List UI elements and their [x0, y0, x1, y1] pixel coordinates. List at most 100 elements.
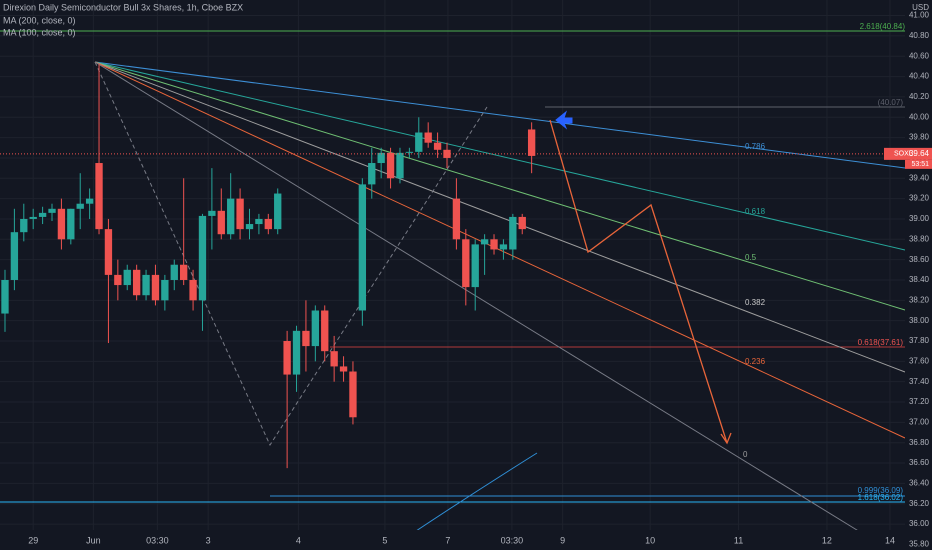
y-tick-label: 38.40 [909, 275, 930, 284]
fan-line [94, 61, 906, 311]
candle-body [245, 224, 254, 230]
arrow-head [720, 432, 732, 445]
y-tick-label: 39.00 [909, 214, 930, 223]
y-tick-label: 38.20 [909, 295, 930, 304]
candle-body [180, 264, 188, 280]
candle-body [38, 212, 47, 217]
y-tick-label: 40.60 [909, 51, 930, 60]
candle-body [358, 184, 367, 311]
y-tick-label: 38.00 [909, 316, 930, 325]
candle-body [339, 366, 348, 372]
candle-body [424, 132, 432, 143]
x-tick-label: 14 [885, 535, 895, 545]
projection-arrow [549, 119, 728, 444]
indicator-label: MA (200, close, 0) [3, 15, 76, 25]
y-tick-label: 37.00 [909, 417, 930, 426]
candle-body [386, 152, 395, 179]
x-tick-label: 9 [560, 535, 565, 545]
dashed-trend [94, 61, 488, 447]
candle-body [490, 239, 498, 250]
candle-body [518, 216, 526, 230]
y-tick-label: 37.40 [909, 377, 930, 386]
candle-body [330, 351, 338, 367]
fan-line [94, 61, 906, 169]
candle-body [104, 229, 113, 275]
candle-body [123, 269, 131, 286]
arrow-icon [555, 110, 573, 130]
y-tick-label: 39.80 [909, 133, 930, 142]
fan-label: 0 [743, 450, 748, 459]
y-tick-label: 36.00 [909, 519, 930, 528]
y-tick-label: 36.80 [909, 438, 930, 447]
candle-body [85, 198, 94, 204]
candle-body [499, 244, 508, 250]
candle-body [57, 208, 66, 240]
x-tick-label: Jun [86, 535, 101, 545]
candle-body [396, 152, 404, 179]
x-tick-label: 12 [822, 535, 832, 545]
curve [409, 452, 538, 536]
price-axis [905, 0, 932, 550]
candle-body [321, 310, 329, 352]
y-tick-label: 41.00 [909, 11, 930, 20]
candle-body [151, 274, 160, 301]
fan-label: 0.236 [745, 357, 766, 366]
fib-label: 1.618(36.02) [858, 493, 904, 502]
y-tick-label: 39.20 [909, 194, 930, 203]
x-tick-label: 4 [296, 535, 301, 545]
fan-line [94, 61, 906, 251]
fib-label: 2.618(40.84) [860, 22, 906, 31]
fan-line [94, 61, 906, 439]
x-tick-label: 03:30 [501, 535, 524, 545]
y-tick-label: 40.40 [909, 72, 930, 81]
candle-body [471, 244, 479, 288]
drawings [0, 30, 906, 536]
candle-body [1, 279, 9, 314]
candle-body [208, 210, 216, 216]
chart-title: Direxion Daily Semiconductor Bull 3x Sha… [3, 2, 243, 12]
price-tag [884, 147, 932, 160]
candle-body [349, 371, 357, 418]
x-tick-label: 5 [382, 535, 387, 545]
fan-label: 0.382 [745, 298, 766, 307]
candle-body [283, 341, 291, 375]
currency: USD [912, 3, 929, 12]
candle-body [443, 149, 451, 158]
candle-body [480, 239, 489, 245]
countdown: 53:51 [911, 161, 929, 168]
candle-body [462, 239, 470, 288]
candle-body [67, 208, 75, 240]
candle-body [264, 218, 272, 230]
candle-body [142, 274, 150, 296]
candle-body [292, 330, 301, 375]
candle-body [274, 193, 282, 230]
candle-body [189, 279, 197, 301]
x-tick-label: 11 [734, 535, 743, 545]
x-tick-label: 3 [206, 535, 211, 545]
symbol-tag: SOXL [894, 151, 913, 158]
candle-body [302, 330, 310, 347]
candle-body [132, 269, 141, 296]
candle-body [161, 279, 169, 301]
candle-body [95, 163, 103, 230]
candle-body [227, 198, 235, 235]
candle-body [405, 151, 414, 153]
y-tick-label: 37.60 [909, 356, 930, 365]
candle-body [76, 203, 84, 209]
fan-line [94, 61, 906, 373]
candle-body [433, 142, 442, 150]
y-tick-label: 36.40 [909, 478, 930, 487]
fib-label: (40.07) [878, 98, 904, 107]
fan-label: 0.786 [745, 142, 766, 151]
y-tick-label: 38.80 [909, 234, 930, 243]
candle-body [236, 198, 244, 230]
candle-body [415, 132, 423, 152]
y-tick-label: 37.80 [909, 336, 930, 345]
y-tick-label: 40.80 [909, 31, 930, 40]
x-tick-label: 7 [445, 535, 450, 545]
candle-body [255, 218, 263, 225]
x-tick-label: 03:30 [146, 535, 169, 545]
candle-body [527, 129, 536, 156]
indicator-label: MA (100, close, 0) [3, 27, 76, 37]
